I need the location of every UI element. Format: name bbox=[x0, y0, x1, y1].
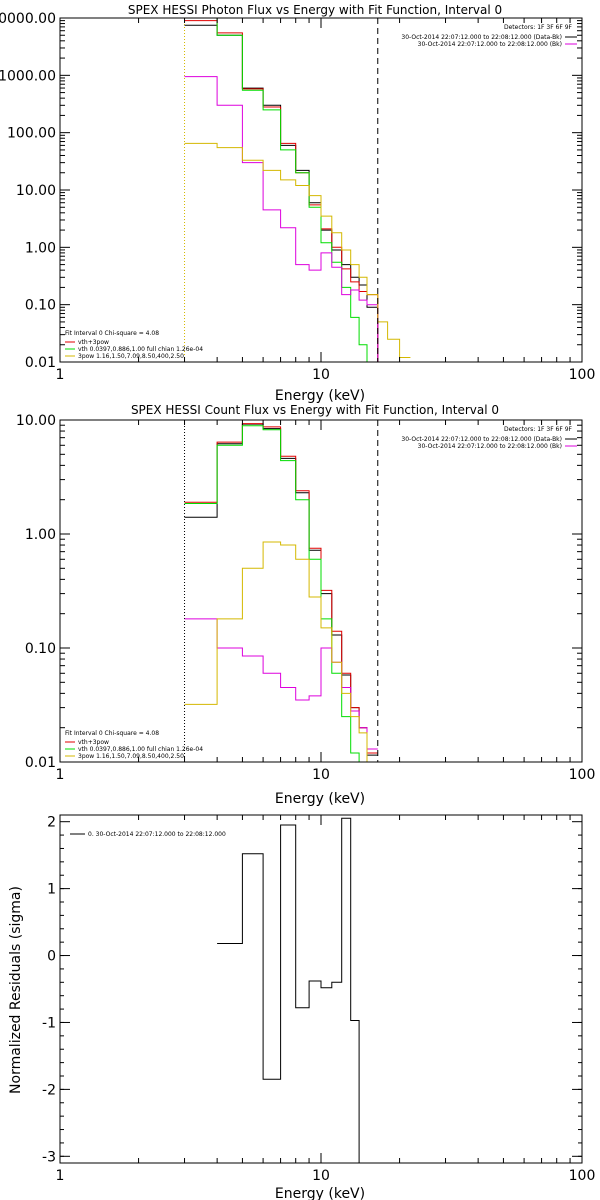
y-tick-label: 10.00 bbox=[16, 183, 56, 199]
legend-right-label: 30-Oct-2014 22:07:12.000 to 22:08:12.000… bbox=[401, 34, 562, 41]
residuals-ylabel: Normalized Residuals (sigma) bbox=[8, 886, 24, 1094]
plot-frame bbox=[59, 814, 583, 1164]
count-flux-xlabel: Energy (keV) bbox=[275, 791, 365, 807]
x-tick-label: 100 bbox=[569, 1168, 596, 1184]
legend-left-label: 3pow 1.16,1.50,7.09,8.50,400,2.50 bbox=[78, 753, 184, 760]
series-line-0 bbox=[184, 24, 411, 362]
y-tick-label: 10.00 bbox=[16, 413, 56, 429]
y-tick-label: 0.10 bbox=[25, 298, 56, 314]
series-line-2 bbox=[184, 425, 378, 762]
legend-right-label: 30-Oct-2014 22:07:12.000 to 22:08:12.000… bbox=[418, 41, 562, 48]
y-tick-label: 100.00 bbox=[7, 126, 56, 142]
y-tick-label: 0.01 bbox=[25, 755, 56, 771]
x-tick-label: 1 bbox=[56, 367, 65, 383]
fit-label: Fit Interval 0 Chi-square = 4.08 bbox=[65, 730, 159, 737]
series-line-1 bbox=[184, 423, 378, 754]
y-tick-label: 1 bbox=[47, 882, 56, 898]
x-tick-label: 10 bbox=[312, 1168, 330, 1184]
photon-flux-panel: SPEX HESSI Photon Flux vs Energy with Fi… bbox=[0, 3, 595, 404]
y-tick-label: 0 bbox=[47, 949, 56, 965]
plot-frame bbox=[59, 17, 583, 363]
series-line-0 bbox=[217, 817, 378, 1163]
series-line-4 bbox=[184, 142, 411, 358]
count-flux-title: SPEX HESSI Count Flux vs Energy with Fit… bbox=[131, 403, 499, 417]
residuals-xlabel: Energy (keV) bbox=[275, 1186, 365, 1200]
x-tick-label: 10 bbox=[312, 367, 330, 383]
y-tick-label: -1 bbox=[42, 1015, 56, 1031]
series-line-3 bbox=[184, 618, 378, 750]
x-tick-label: 1 bbox=[56, 767, 65, 783]
y-tick-label: 0.10 bbox=[25, 641, 56, 657]
legend-left-label: vth+3pow bbox=[78, 339, 109, 346]
series-group bbox=[217, 817, 378, 1163]
y-tick-label: 1.00 bbox=[25, 527, 56, 543]
count-flux-panel: SPEX HESSI Count Flux vs Energy with Fit… bbox=[16, 403, 595, 807]
series-line-4 bbox=[184, 541, 378, 762]
series-group bbox=[184, 18, 411, 362]
x-tick-label: 1 bbox=[56, 1168, 65, 1184]
photon-flux-title: SPEX HESSI Photon Flux vs Energy with Fi… bbox=[128, 3, 502, 17]
legend-left-label: vth+3pow bbox=[78, 739, 109, 746]
y-tick-label: 2 bbox=[47, 815, 56, 831]
detectors-label: Detectors: 1F 3F 6F 9F bbox=[504, 426, 573, 433]
legend-label: 0. 30-Oct-2014 22:07:12.000 to 22:08:12.… bbox=[88, 831, 226, 838]
series-group bbox=[184, 423, 378, 762]
y-tick-label: -2 bbox=[42, 1082, 56, 1098]
x-tick-label: 10 bbox=[312, 767, 330, 783]
y-tick-label: -3 bbox=[42, 1149, 56, 1165]
series-line-1 bbox=[184, 20, 411, 362]
y-tick-label: 1000.00 bbox=[0, 68, 56, 84]
y-tick-label: 0000.00 bbox=[0, 11, 56, 27]
legend-right-label: 30-Oct-2014 22:07:12.000 to 22:08:12.000… bbox=[418, 443, 562, 450]
detectors-label: Detectors: 1F 3F 6F 9F bbox=[504, 24, 573, 31]
legend-left-label: 3pow 1.16,1.50,7.09,8.50,400,2.50 bbox=[78, 353, 184, 360]
y-tick-label: 0.01 bbox=[25, 355, 56, 371]
residuals-panel: Energy (keV) Normalized Residuals (sigma… bbox=[8, 814, 596, 1200]
legend-left-label: vth 0.0397,0.886,1.00 full chian 1.26e-0… bbox=[78, 746, 203, 753]
series-line-2 bbox=[184, 18, 411, 362]
x-tick-label: 100 bbox=[569, 367, 596, 383]
series-line-0 bbox=[184, 423, 378, 756]
legend-right-label: 30-Oct-2014 22:07:12.000 to 22:08:12.000… bbox=[401, 436, 562, 443]
y-tick-label: 1.00 bbox=[25, 240, 56, 256]
fit-label: Fit Interval 0 Chi-square = 4.08 bbox=[65, 330, 159, 337]
series-line-3 bbox=[184, 76, 411, 362]
photon-flux-xlabel: Energy (keV) bbox=[275, 388, 365, 404]
x-tick-label: 100 bbox=[569, 767, 596, 783]
legend-left-label: vth 0.0397,0.886,1.00 full chian 1.26e-0… bbox=[78, 346, 203, 353]
